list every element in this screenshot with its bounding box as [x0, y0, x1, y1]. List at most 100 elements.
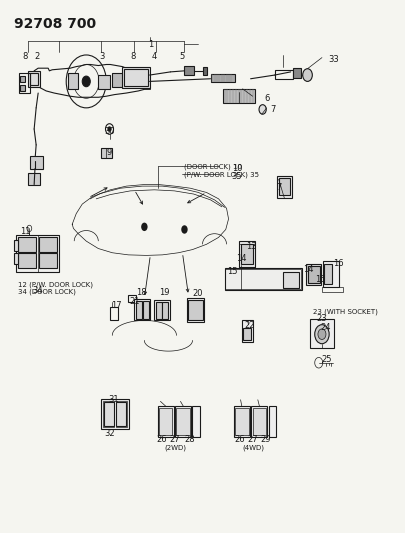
Text: 28: 28: [184, 435, 195, 445]
Bar: [188, 300, 202, 320]
Text: 12 (P/W. DOOR LOCK): 12 (P/W. DOOR LOCK): [18, 282, 93, 288]
Bar: [39, 237, 57, 252]
Bar: [18, 237, 36, 252]
Text: 15: 15: [227, 267, 238, 276]
Text: 24: 24: [321, 323, 331, 332]
Bar: [14, 253, 18, 264]
Bar: [235, 408, 249, 435]
Bar: [39, 253, 57, 268]
Text: 8: 8: [131, 52, 136, 61]
Bar: [112, 74, 124, 87]
Text: 2: 2: [35, 52, 40, 61]
Text: 26: 26: [234, 435, 245, 445]
Bar: [102, 148, 111, 158]
Text: 27: 27: [169, 435, 180, 445]
Bar: [68, 74, 78, 90]
Bar: [293, 68, 301, 78]
Bar: [128, 295, 136, 302]
Bar: [28, 173, 40, 184]
Bar: [283, 272, 299, 288]
Text: 7: 7: [276, 183, 281, 192]
Circle shape: [82, 76, 90, 87]
Text: 25: 25: [322, 354, 332, 364]
Text: 13: 13: [246, 243, 257, 252]
Bar: [20, 85, 25, 91]
Bar: [307, 266, 320, 283]
Text: 35: 35: [232, 172, 242, 181]
Text: 33: 33: [328, 55, 339, 64]
Bar: [234, 406, 250, 437]
Text: (4WD): (4WD): [243, 444, 264, 450]
Text: 15: 15: [315, 275, 326, 284]
Text: 34 (DOOR LOCK): 34 (DOOR LOCK): [18, 289, 76, 295]
Bar: [277, 175, 292, 198]
Bar: [306, 264, 321, 285]
Bar: [20, 76, 25, 83]
Bar: [156, 302, 162, 319]
Bar: [115, 401, 127, 427]
Bar: [253, 408, 266, 435]
Bar: [211, 74, 234, 83]
Bar: [124, 69, 147, 86]
Bar: [322, 287, 343, 292]
Bar: [14, 240, 18, 251]
Text: 23: 23: [317, 314, 327, 323]
Text: 19: 19: [160, 288, 170, 297]
Bar: [19, 73, 30, 93]
Text: 92708 700: 92708 700: [14, 17, 96, 31]
Text: (P/W. DOOR LOCK) 35: (P/W. DOOR LOCK) 35: [184, 172, 260, 178]
Bar: [154, 300, 170, 320]
Bar: [98, 75, 110, 90]
Bar: [225, 269, 301, 289]
Text: 1: 1: [148, 40, 153, 49]
Circle shape: [315, 325, 329, 344]
Text: 31: 31: [108, 395, 119, 404]
Bar: [18, 253, 36, 268]
Bar: [162, 302, 168, 319]
Text: 23 (WITH SOCKET): 23 (WITH SOCKET): [313, 308, 377, 314]
Text: 21: 21: [129, 297, 140, 306]
Bar: [103, 401, 114, 427]
Text: 5: 5: [180, 52, 185, 61]
Bar: [104, 402, 113, 426]
Bar: [241, 244, 254, 264]
Bar: [143, 301, 149, 319]
Bar: [116, 402, 126, 426]
Bar: [177, 408, 190, 435]
Bar: [175, 406, 191, 437]
Bar: [324, 264, 333, 285]
Bar: [323, 261, 339, 287]
Bar: [275, 70, 293, 79]
Text: 8: 8: [23, 52, 28, 61]
Bar: [16, 235, 60, 272]
Text: 14: 14: [303, 265, 314, 273]
Text: 17: 17: [111, 301, 122, 310]
Bar: [136, 301, 143, 319]
Text: 29: 29: [260, 435, 271, 445]
Bar: [239, 244, 256, 269]
Bar: [30, 73, 38, 85]
Bar: [222, 89, 255, 102]
Bar: [310, 319, 334, 349]
Circle shape: [303, 69, 312, 82]
Bar: [158, 406, 174, 437]
Text: 9: 9: [107, 148, 112, 157]
Circle shape: [259, 104, 266, 114]
Text: 18: 18: [136, 288, 147, 297]
Bar: [242, 320, 253, 342]
Text: (2WD): (2WD): [164, 444, 186, 450]
Text: 32: 32: [104, 429, 115, 438]
Text: 30: 30: [104, 127, 115, 136]
Bar: [102, 399, 129, 430]
Bar: [239, 241, 256, 266]
Bar: [202, 67, 207, 75]
Text: 11: 11: [20, 227, 31, 236]
Bar: [30, 156, 43, 168]
Text: 4: 4: [152, 52, 157, 61]
Text: 22: 22: [245, 321, 255, 330]
Bar: [109, 307, 118, 320]
Bar: [134, 300, 150, 320]
Bar: [159, 408, 173, 435]
Text: (DOOR LOCK) 10: (DOOR LOCK) 10: [184, 164, 243, 171]
Bar: [252, 406, 267, 437]
